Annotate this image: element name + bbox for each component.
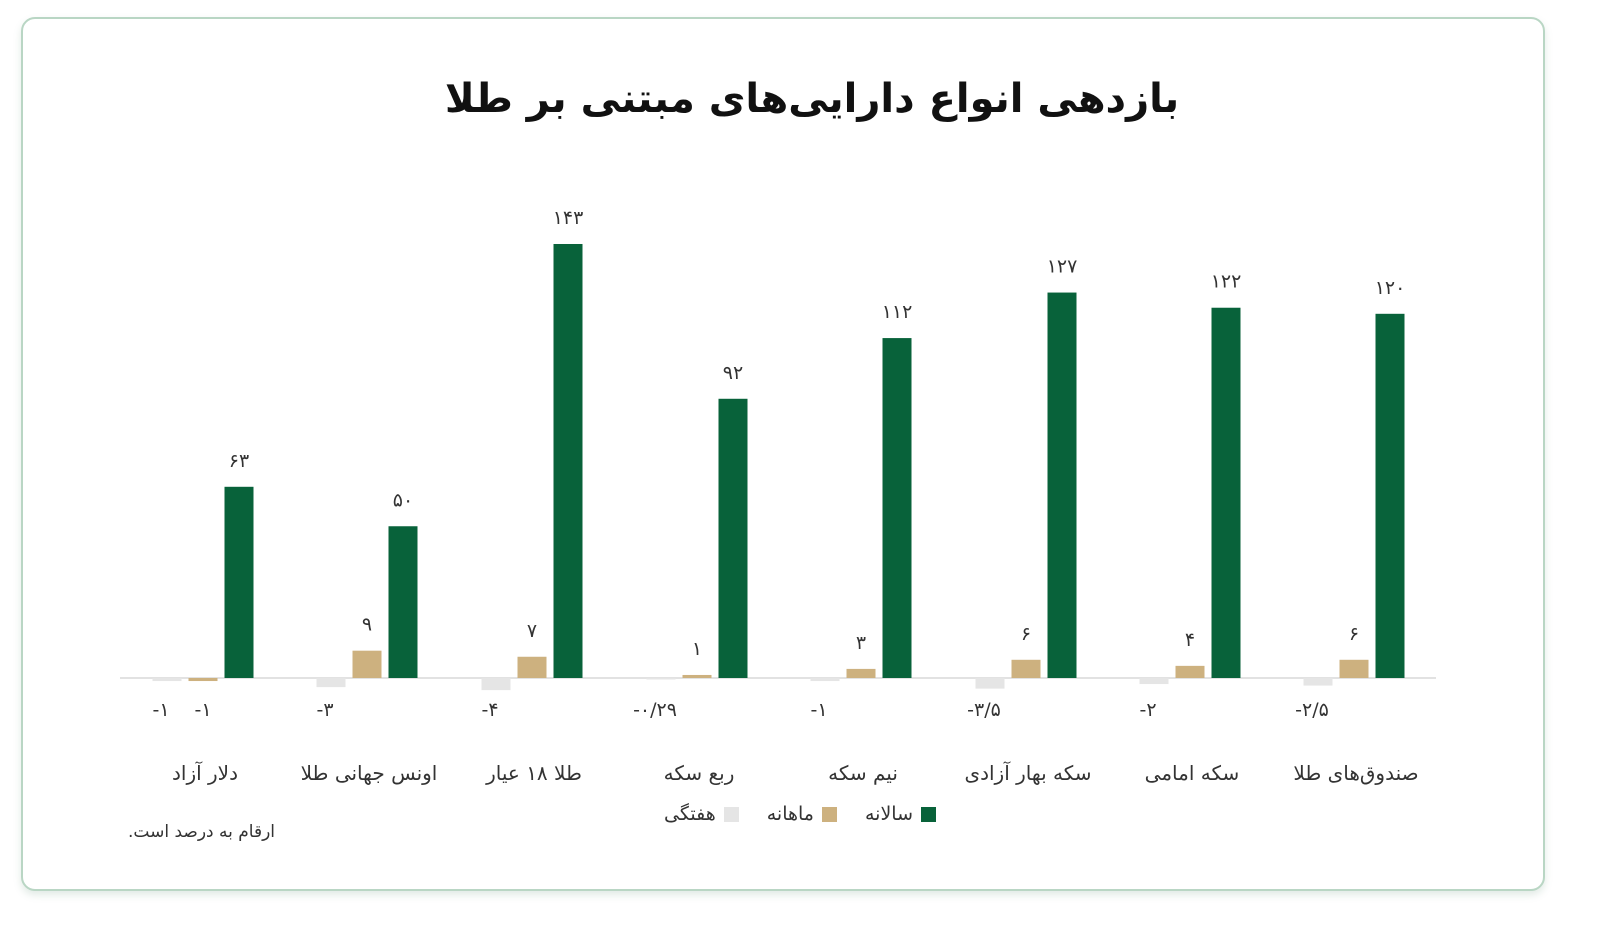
- bar-3-4: [718, 398, 748, 678]
- value-label-1-8: -۲/۵: [1295, 699, 1329, 721]
- value-label-1-4: -۰/۲۹: [633, 699, 677, 721]
- value-label-1-2: -۳: [316, 699, 333, 721]
- bar-3-2: [388, 526, 418, 678]
- legend-label-1: سالانه: [864, 803, 913, 825]
- legend-item-3: هفتگی: [664, 803, 739, 825]
- category-label-7: سکه امامی: [1145, 761, 1240, 785]
- bar-3-3: [553, 243, 583, 678]
- value-label-3-3: ۱۴۳: [553, 207, 584, 229]
- legend-swatch-3: [723, 806, 739, 822]
- legend-swatch-2: [821, 806, 837, 822]
- bar-2-6: [1011, 659, 1041, 678]
- category-label-2: اونس جهانی طلا: [301, 761, 438, 785]
- value-label-1-6: -۳/۵: [967, 699, 1001, 721]
- value-label-2-4: ۱: [692, 638, 702, 660]
- value-label-1-1: -۱: [152, 699, 169, 721]
- bar-1-2: [316, 678, 346, 688]
- value-label-2-5: ۳: [856, 632, 866, 654]
- value-label-3-4: ۹۲: [723, 362, 743, 384]
- legend-item-1: سالانه: [865, 803, 936, 825]
- bar-2-8: [1339, 659, 1369, 678]
- bar-2-7: [1175, 665, 1205, 678]
- chart-legend: سالانه ماهانه هفتگی: [0, 803, 1600, 825]
- bar-2-2: [352, 650, 382, 678]
- category-label-4: ربع سکه: [664, 761, 735, 785]
- value-label-3-2: ۵۰: [393, 489, 413, 511]
- bar-3-6: [1047, 292, 1077, 678]
- category-label-8: صندوق‌های طلا: [1293, 761, 1418, 785]
- value-label-1-7: -۲: [1139, 699, 1156, 721]
- chart-card: [21, 17, 1545, 891]
- bar-2-3: [517, 656, 547, 678]
- value-label-2-2: ۹: [362, 614, 372, 636]
- category-label-6: سکه بهار آزادی: [964, 760, 1091, 785]
- legend-swatch-1: [921, 806, 936, 822]
- bar-3-5: [882, 338, 912, 678]
- bar-2-4: [682, 674, 712, 678]
- value-label-2-8: ۶: [1349, 623, 1359, 645]
- bar-1-6: [975, 678, 1005, 689]
- legend-label-3: هفتگی: [664, 803, 716, 825]
- chart-title: بازدهی انواع دارایی‌های مبتنی بر طلا: [444, 76, 1180, 122]
- bar-3-8: [1375, 313, 1405, 678]
- value-label-1-3: -۴: [481, 699, 498, 721]
- bar-2-5: [846, 668, 876, 678]
- bar-1-8: [1303, 678, 1333, 686]
- bar-3-7: [1211, 307, 1241, 678]
- value-label-1-5: -۱: [810, 699, 827, 721]
- bar-1-4: [646, 678, 676, 680]
- category-label-5: نیم سکه: [828, 761, 898, 785]
- value-label-3-6: ۱۲۷: [1047, 256, 1078, 278]
- footnote: ارقام به درصد است.: [128, 822, 276, 842]
- value-label-3-7: ۱۲۲: [1211, 271, 1242, 293]
- legend-item-2: ماهانه: [767, 803, 837, 825]
- value-label-3-8: ۱۲۰: [1375, 277, 1406, 299]
- bar-1-3: [481, 678, 511, 691]
- bar-1-7: [1139, 678, 1169, 685]
- value-label-3-1: ۶۳: [229, 450, 249, 472]
- value-label-2-1: -۱: [194, 699, 211, 721]
- legend-label-2: ماهانه: [766, 803, 814, 825]
- value-label-2-3: ۷: [527, 620, 537, 642]
- value-label-3-5: ۱۱۲: [882, 301, 913, 323]
- category-label-1: دلار آزاد: [172, 760, 238, 785]
- bar-1-5: [810, 678, 840, 682]
- bar-3-1: [224, 486, 254, 678]
- bar-2-1: [188, 678, 218, 682]
- value-label-2-7: ۴: [1185, 629, 1195, 651]
- category-label-3: طلا ۱۸ عیار: [485, 761, 582, 785]
- value-label-2-6: ۶: [1021, 623, 1031, 645]
- bar-1-1: [152, 678, 182, 682]
